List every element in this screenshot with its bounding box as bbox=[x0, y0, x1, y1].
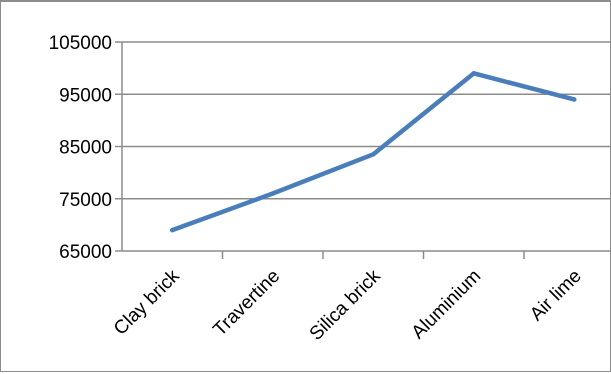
x-category-label: Silica brick bbox=[306, 265, 385, 344]
data-point bbox=[270, 191, 275, 196]
data-point bbox=[572, 97, 577, 102]
x-category-label: Aluminium bbox=[408, 266, 486, 344]
y-tick-label: 105000 bbox=[49, 33, 112, 54]
x-category-label: Air lime bbox=[526, 266, 586, 326]
x-category-label: Clay brick bbox=[110, 265, 184, 339]
y-tick-label: 75000 bbox=[59, 190, 112, 211]
data-point bbox=[371, 152, 376, 157]
y-tick-label: 65000 bbox=[59, 242, 112, 263]
x-category-label: Travertine bbox=[209, 266, 284, 341]
y-tick-label: 85000 bbox=[59, 138, 112, 159]
data-point bbox=[170, 227, 175, 233]
series-line bbox=[170, 71, 577, 233]
y-tick-label: 95000 bbox=[59, 85, 112, 106]
data-point bbox=[471, 71, 476, 76]
